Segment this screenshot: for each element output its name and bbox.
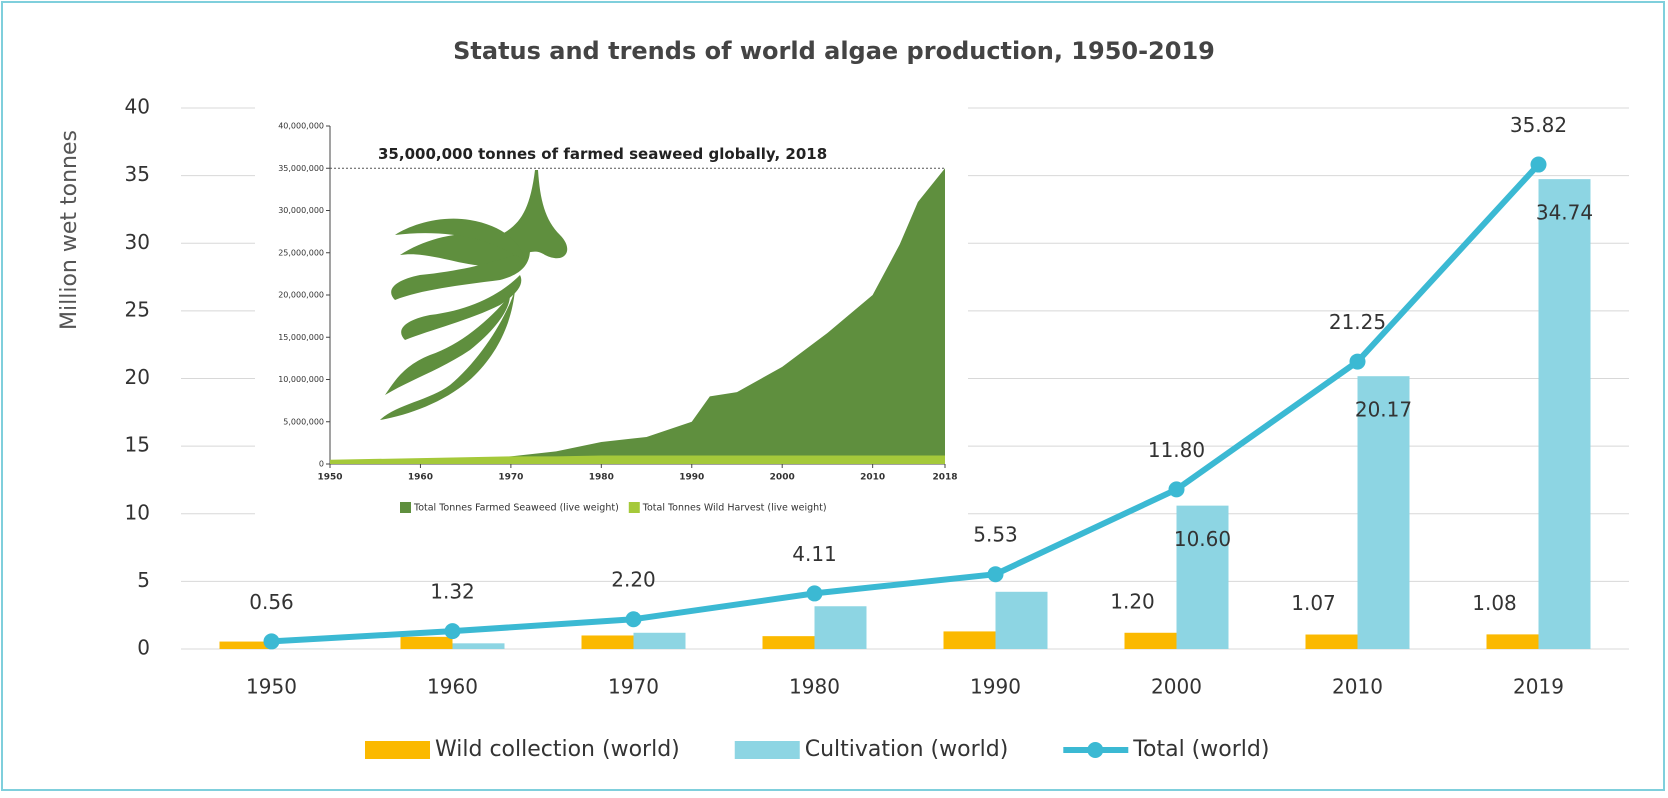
y-tick-label: 20: [125, 365, 150, 389]
bar: [815, 606, 867, 649]
x-tick-label: 2010: [860, 473, 885, 483]
legend-swatch: [400, 502, 411, 513]
y-tick-label: 25: [125, 297, 150, 321]
data-label: 34.74: [1536, 201, 1593, 225]
data-label: 35.82: [1510, 113, 1567, 137]
line-marker: [445, 623, 461, 639]
line-marker: [1169, 481, 1185, 497]
y-tick-label: 15: [125, 433, 150, 457]
x-tick-label: 2000: [770, 473, 795, 483]
x-tick-label: 1960: [408, 473, 433, 483]
x-tick-label: 1980: [789, 675, 840, 699]
y-tick-label: 30: [125, 230, 150, 254]
line-marker: [807, 585, 823, 601]
x-tick-label: 1970: [608, 675, 659, 699]
y-tick-label: 5: [137, 568, 150, 592]
legend-swatch: [365, 741, 430, 759]
legend-label: Total (world): [1132, 737, 1269, 762]
bar: [763, 636, 815, 649]
legend-swatch: [735, 741, 800, 759]
x-tick-label: 2019: [1513, 675, 1564, 699]
x-tick-label: 1950: [317, 473, 342, 483]
line-marker: [1531, 157, 1547, 173]
y-tick-label: 10: [125, 500, 150, 524]
bar: [582, 635, 634, 649]
legend-swatch: [629, 502, 640, 513]
chart-title: Status and trends of world algae product…: [453, 37, 1215, 65]
y-tick-label: 40: [125, 95, 150, 119]
y-tick-label: 0: [319, 460, 324, 469]
bar: [944, 631, 996, 649]
annotation: 35,000,000 tonnes of farmed seaweed glob…: [378, 145, 827, 163]
x-tick-label: 1970: [498, 473, 523, 483]
data-label: 10.60: [1174, 527, 1231, 551]
bar: [1125, 633, 1177, 649]
y-tick-label: 20,000,000: [278, 291, 324, 300]
legend-label: Cultivation (world): [805, 737, 1009, 762]
y-tick-label: 10,000,000: [278, 375, 324, 384]
y-tick-label: 35: [125, 162, 150, 186]
data-label: 0.56: [249, 590, 294, 614]
x-tick-label: 1960: [427, 675, 478, 699]
legend-label: Total Tonnes Farmed Seaweed (live weight…: [413, 503, 619, 514]
x-tick-label: 1990: [970, 675, 1021, 699]
legend-label: Wild collection (world): [435, 737, 680, 762]
data-label: 20.17: [1355, 398, 1412, 422]
y-tick-label: 5,000,000: [283, 417, 324, 426]
data-label: 1.07: [1291, 591, 1336, 615]
y-tick-label: 0: [137, 636, 150, 660]
bar: [1306, 635, 1358, 649]
y-tick-label: 15,000,000: [278, 333, 324, 342]
data-label: 1.08: [1472, 591, 1517, 615]
x-tick-label: 1990: [679, 473, 704, 483]
bar: [401, 637, 453, 649]
line-marker: [988, 566, 1004, 582]
y-tick-label: 25,000,000: [278, 248, 324, 257]
x-tick-label: 2000: [1151, 675, 1202, 699]
bar: [1487, 634, 1539, 649]
line-marker: [264, 633, 280, 649]
data-label: 1.20: [1110, 589, 1155, 613]
bar: [634, 633, 686, 649]
x-tick-label: 2018: [932, 473, 957, 483]
data-label: 4.11: [792, 542, 837, 566]
x-tick-label: 1950: [246, 675, 297, 699]
y-tick-label: 35,000,000: [278, 164, 324, 173]
data-label: 1.32: [430, 580, 475, 604]
data-label: 5.53: [973, 523, 1018, 547]
y-axis-title: Million wet tonnes: [57, 130, 82, 330]
legend-label: Total Tonnes Wild Harvest (live weight): [642, 503, 827, 514]
line-marker: [626, 611, 642, 627]
bar: [453, 643, 505, 649]
data-label: 21.25: [1329, 310, 1386, 334]
line-marker: [1350, 354, 1366, 370]
data-label: 2.20: [611, 568, 656, 592]
bar: [1539, 179, 1591, 649]
bar: [996, 592, 1048, 649]
y-tick-label: 30,000,000: [278, 206, 324, 215]
y-tick-label: 40,000,000: [278, 122, 324, 131]
x-tick-label: 1980: [589, 473, 614, 483]
data-label: 11.80: [1148, 438, 1205, 462]
legend-swatch: [1087, 742, 1103, 758]
x-tick-label: 2010: [1332, 675, 1383, 699]
